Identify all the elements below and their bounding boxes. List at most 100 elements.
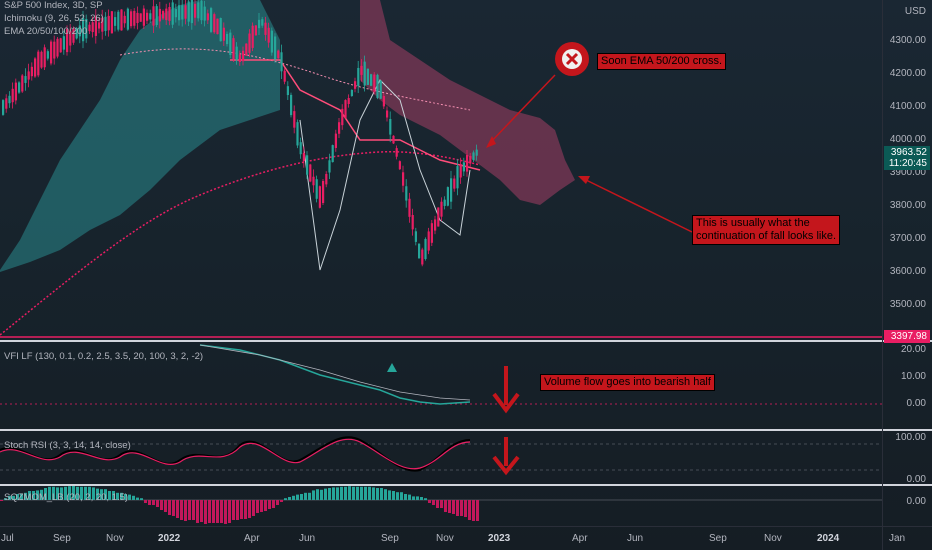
candle-body bbox=[130, 11, 133, 27]
candle-body bbox=[389, 119, 392, 135]
candle-body bbox=[466, 155, 469, 172]
candle-body bbox=[229, 32, 232, 55]
squeeze-bar bbox=[284, 498, 287, 500]
squeeze-bar bbox=[0, 500, 3, 501]
candle-body bbox=[248, 33, 251, 53]
candle-body bbox=[24, 76, 27, 83]
squeeze-bar bbox=[8, 495, 11, 500]
candle-body bbox=[149, 13, 152, 20]
candle-body bbox=[222, 27, 225, 41]
candle-body bbox=[206, 13, 209, 21]
candle-body bbox=[398, 161, 401, 170]
price-tick: 4000.00 bbox=[889, 134, 926, 145]
squeeze-bar bbox=[324, 488, 327, 500]
candle-body bbox=[226, 33, 229, 45]
time-label: Sep bbox=[53, 533, 71, 544]
squeeze-bar bbox=[40, 489, 43, 500]
stoch-legend[interactable]: Stoch RSI (3, 3, 14, 14, close) bbox=[4, 440, 131, 451]
squeeze-bar bbox=[300, 494, 303, 500]
candle-body bbox=[162, 11, 165, 19]
pane-divider-stoch[interactable] bbox=[0, 429, 932, 431]
candle-body bbox=[440, 201, 443, 217]
candle-body bbox=[101, 17, 104, 32]
ichimoku-legend[interactable]: Ichimoku (9, 26, 52, 26) bbox=[4, 13, 104, 24]
squeeze-bar bbox=[436, 500, 439, 508]
time-label: 2023 bbox=[488, 533, 511, 544]
candle-body bbox=[197, 2, 200, 19]
candle-body bbox=[405, 186, 408, 201]
squeeze-bar bbox=[244, 500, 247, 519]
squeeze-bar bbox=[280, 500, 283, 502]
squeeze-bar bbox=[68, 486, 71, 500]
candle-body bbox=[309, 164, 312, 182]
candle-body bbox=[373, 74, 376, 92]
vfi-tick: 10.00 bbox=[900, 371, 926, 382]
bar-countdown: 11:20:45 bbox=[888, 158, 927, 169]
candle-body bbox=[184, 5, 187, 19]
vfi-legend[interactable]: VFI LF (130, 0.1, 0.2, 2.5, 3.5, 20, 100… bbox=[4, 351, 204, 362]
ema-legend[interactable]: EMA 20/50/100/200 bbox=[4, 26, 88, 37]
candle-body bbox=[53, 41, 56, 59]
pane-divider-sqz[interactable] bbox=[0, 484, 932, 486]
time-label: Apr bbox=[244, 533, 260, 544]
candle-body bbox=[155, 6, 158, 26]
candle-body bbox=[152, 6, 155, 26]
squeeze-bar bbox=[240, 500, 243, 519]
candle-body bbox=[430, 223, 433, 243]
candle-body bbox=[27, 71, 30, 80]
candle-body bbox=[376, 74, 379, 98]
candle-body bbox=[238, 54, 241, 62]
price-axis[interactable]: USD 4300.00 4200.00 4100.00 4000.00 3900… bbox=[882, 0, 932, 550]
squeeze-bar bbox=[316, 489, 319, 500]
candle-body bbox=[219, 17, 222, 42]
squeeze-bar bbox=[332, 487, 335, 500]
ichimoku-cloud-bullish bbox=[0, 0, 280, 272]
ema-100-line bbox=[119, 48, 471, 111]
candle-body bbox=[43, 47, 46, 68]
candle-body bbox=[443, 199, 446, 206]
candle-body bbox=[274, 36, 277, 60]
squeeze-bar bbox=[232, 500, 235, 520]
candle-body bbox=[395, 148, 398, 157]
sqz-legend[interactable]: SQZMOM_LB (20, 2, 20, 1.5) bbox=[4, 492, 129, 503]
candle-body bbox=[382, 95, 385, 107]
candle-body bbox=[312, 176, 315, 186]
squeeze-bar bbox=[216, 500, 219, 523]
time-label: Apr bbox=[572, 533, 588, 544]
pane-divider-vfi[interactable] bbox=[0, 340, 932, 342]
time-label: Sep bbox=[709, 533, 727, 544]
symbol-title[interactable]: S&P 500 Index, 3D, SP bbox=[4, 0, 103, 11]
candle-body bbox=[280, 52, 283, 72]
candle-body bbox=[75, 28, 78, 39]
candle-body bbox=[107, 15, 110, 31]
candle-body bbox=[190, 0, 193, 24]
fall-continuation-note: This is usually what the continuation of… bbox=[692, 215, 841, 245]
squeeze-bar bbox=[196, 500, 199, 523]
squeeze-bar bbox=[248, 500, 251, 518]
candle-body bbox=[331, 145, 334, 163]
candle-body bbox=[34, 58, 37, 77]
squeeze-bar bbox=[464, 500, 467, 517]
squeeze-bar bbox=[104, 489, 107, 500]
candle-body bbox=[338, 122, 341, 134]
squeeze-bar bbox=[320, 489, 323, 500]
squeeze-bar bbox=[228, 500, 231, 523]
candle-body bbox=[456, 166, 459, 189]
time-label: Jan bbox=[889, 533, 906, 544]
squeeze-bar bbox=[384, 489, 387, 500]
sqz-tick: 0.00 bbox=[906, 496, 926, 507]
squeeze-bar bbox=[140, 498, 143, 500]
vfi-signal-line bbox=[199, 344, 471, 401]
squeeze-bar bbox=[80, 486, 83, 500]
candle-body bbox=[2, 100, 5, 115]
squeeze-bar bbox=[88, 486, 91, 500]
squeeze-bar bbox=[424, 498, 427, 500]
candle-body bbox=[69, 30, 72, 46]
candle-body bbox=[328, 160, 331, 173]
squeeze-bar bbox=[64, 486, 67, 500]
squeeze-bar bbox=[364, 486, 367, 500]
squeeze-bar bbox=[276, 500, 279, 505]
squeeze-bar bbox=[448, 500, 451, 513]
